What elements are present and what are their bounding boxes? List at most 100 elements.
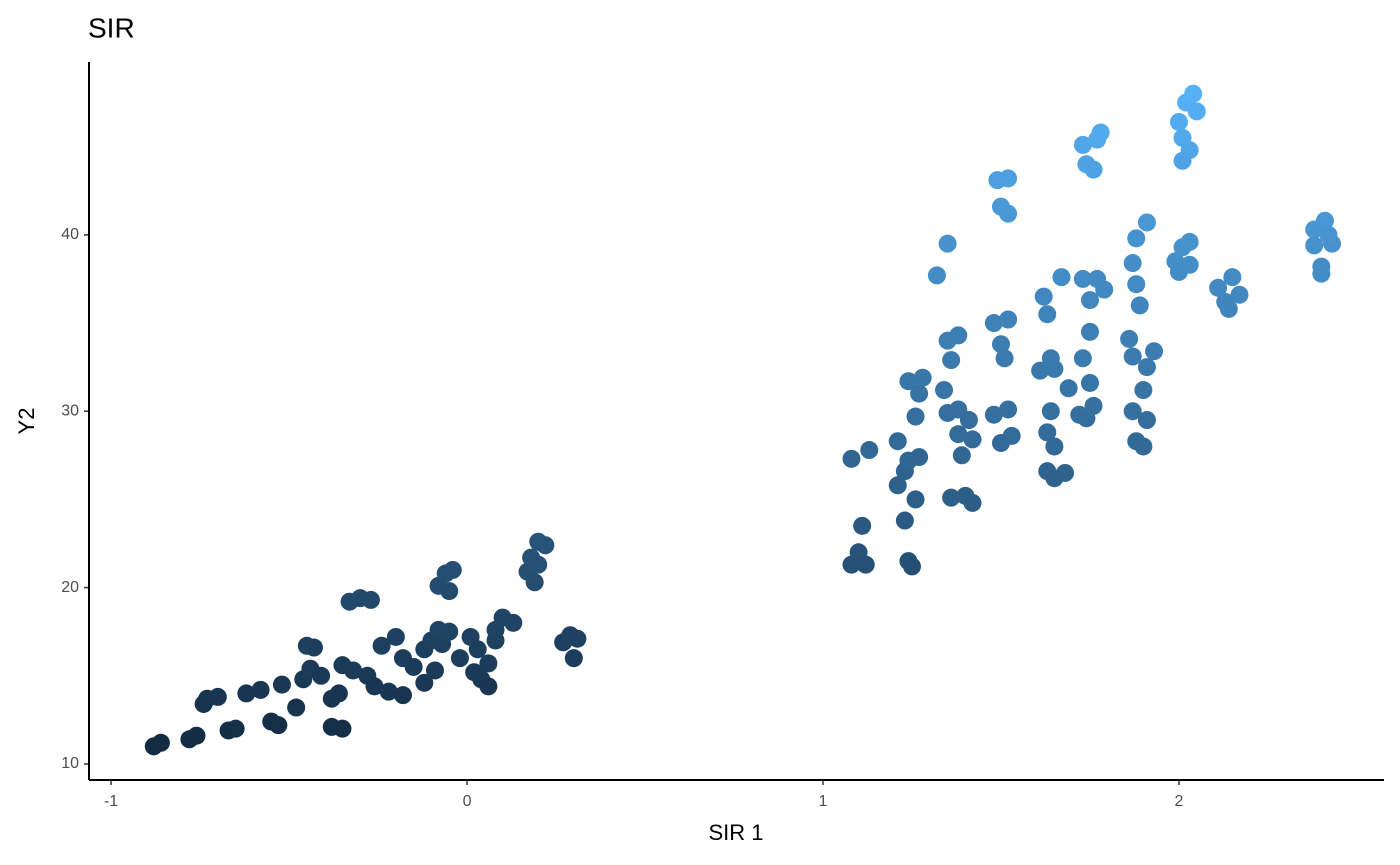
x-tick-label: 2	[1175, 793, 1184, 810]
point	[963, 493, 982, 512]
point	[853, 516, 872, 535]
point	[1002, 426, 1021, 445]
point	[379, 682, 398, 701]
point	[1080, 373, 1099, 392]
point	[1123, 347, 1142, 366]
point	[942, 351, 961, 370]
point	[208, 687, 227, 706]
point	[906, 407, 925, 426]
point	[450, 649, 469, 668]
point	[910, 384, 929, 403]
point	[1130, 296, 1149, 315]
point	[1137, 411, 1156, 430]
point	[938, 234, 957, 253]
point	[468, 640, 487, 659]
point	[287, 698, 306, 717]
point	[1073, 135, 1092, 154]
point	[888, 432, 907, 451]
y-tick-label: 10	[61, 755, 79, 772]
point	[415, 673, 434, 692]
point	[1137, 358, 1156, 377]
y-tick-label: 20	[61, 579, 79, 596]
y-tick-label: 40	[61, 226, 79, 243]
point	[361, 590, 380, 609]
point	[1219, 299, 1238, 318]
point	[529, 555, 548, 574]
point	[1312, 264, 1331, 283]
point	[999, 169, 1018, 188]
point	[1169, 112, 1188, 131]
point	[372, 636, 391, 655]
point	[895, 511, 914, 530]
point	[1038, 305, 1057, 324]
point	[1073, 269, 1092, 288]
point	[995, 349, 1014, 368]
point	[927, 266, 946, 285]
point	[1223, 268, 1242, 287]
point	[1056, 463, 1075, 482]
point	[1091, 123, 1110, 142]
point	[1184, 84, 1203, 103]
point	[856, 555, 875, 574]
point	[1209, 278, 1228, 297]
point	[187, 726, 206, 745]
point	[1034, 287, 1053, 306]
point	[1120, 329, 1139, 348]
point	[959, 411, 978, 430]
point	[443, 560, 462, 579]
point	[999, 400, 1018, 419]
point	[1052, 268, 1071, 287]
point	[1137, 213, 1156, 232]
point	[1080, 291, 1099, 310]
point	[151, 733, 170, 752]
point	[429, 620, 448, 639]
point	[1180, 255, 1199, 274]
point	[952, 446, 971, 465]
point	[942, 488, 961, 507]
point	[1123, 254, 1142, 273]
x-tick-label: 0	[463, 793, 472, 810]
point	[1319, 225, 1338, 244]
point	[888, 476, 907, 495]
point	[1073, 349, 1092, 368]
point	[365, 677, 384, 696]
point	[935, 381, 954, 400]
point	[479, 654, 498, 673]
point	[1084, 160, 1103, 179]
point	[1134, 381, 1153, 400]
point	[404, 657, 423, 676]
point	[1127, 229, 1146, 248]
chart-title: SIR	[88, 12, 135, 43]
point	[1187, 102, 1206, 121]
point	[1031, 361, 1050, 380]
point	[329, 684, 348, 703]
point	[1315, 211, 1334, 230]
point	[1127, 275, 1146, 294]
point	[269, 716, 288, 735]
y-tick-label: 30	[61, 402, 79, 419]
point	[425, 661, 444, 680]
point	[1041, 402, 1060, 421]
point	[1180, 232, 1199, 251]
point	[899, 372, 918, 391]
point	[568, 629, 587, 648]
point	[226, 719, 245, 738]
point	[237, 684, 256, 703]
point	[564, 649, 583, 668]
point	[842, 449, 861, 468]
point	[1059, 379, 1078, 398]
point	[1095, 280, 1114, 299]
point	[991, 335, 1010, 354]
point	[1134, 437, 1153, 456]
x-tick-label: 1	[819, 793, 828, 810]
point	[860, 441, 879, 460]
point	[1145, 342, 1164, 361]
point	[504, 613, 523, 632]
point	[1080, 322, 1099, 341]
point	[910, 448, 929, 467]
x-axis-label: SIR 1	[708, 820, 763, 845]
point	[999, 204, 1018, 223]
point	[984, 314, 1003, 333]
point	[344, 661, 363, 680]
